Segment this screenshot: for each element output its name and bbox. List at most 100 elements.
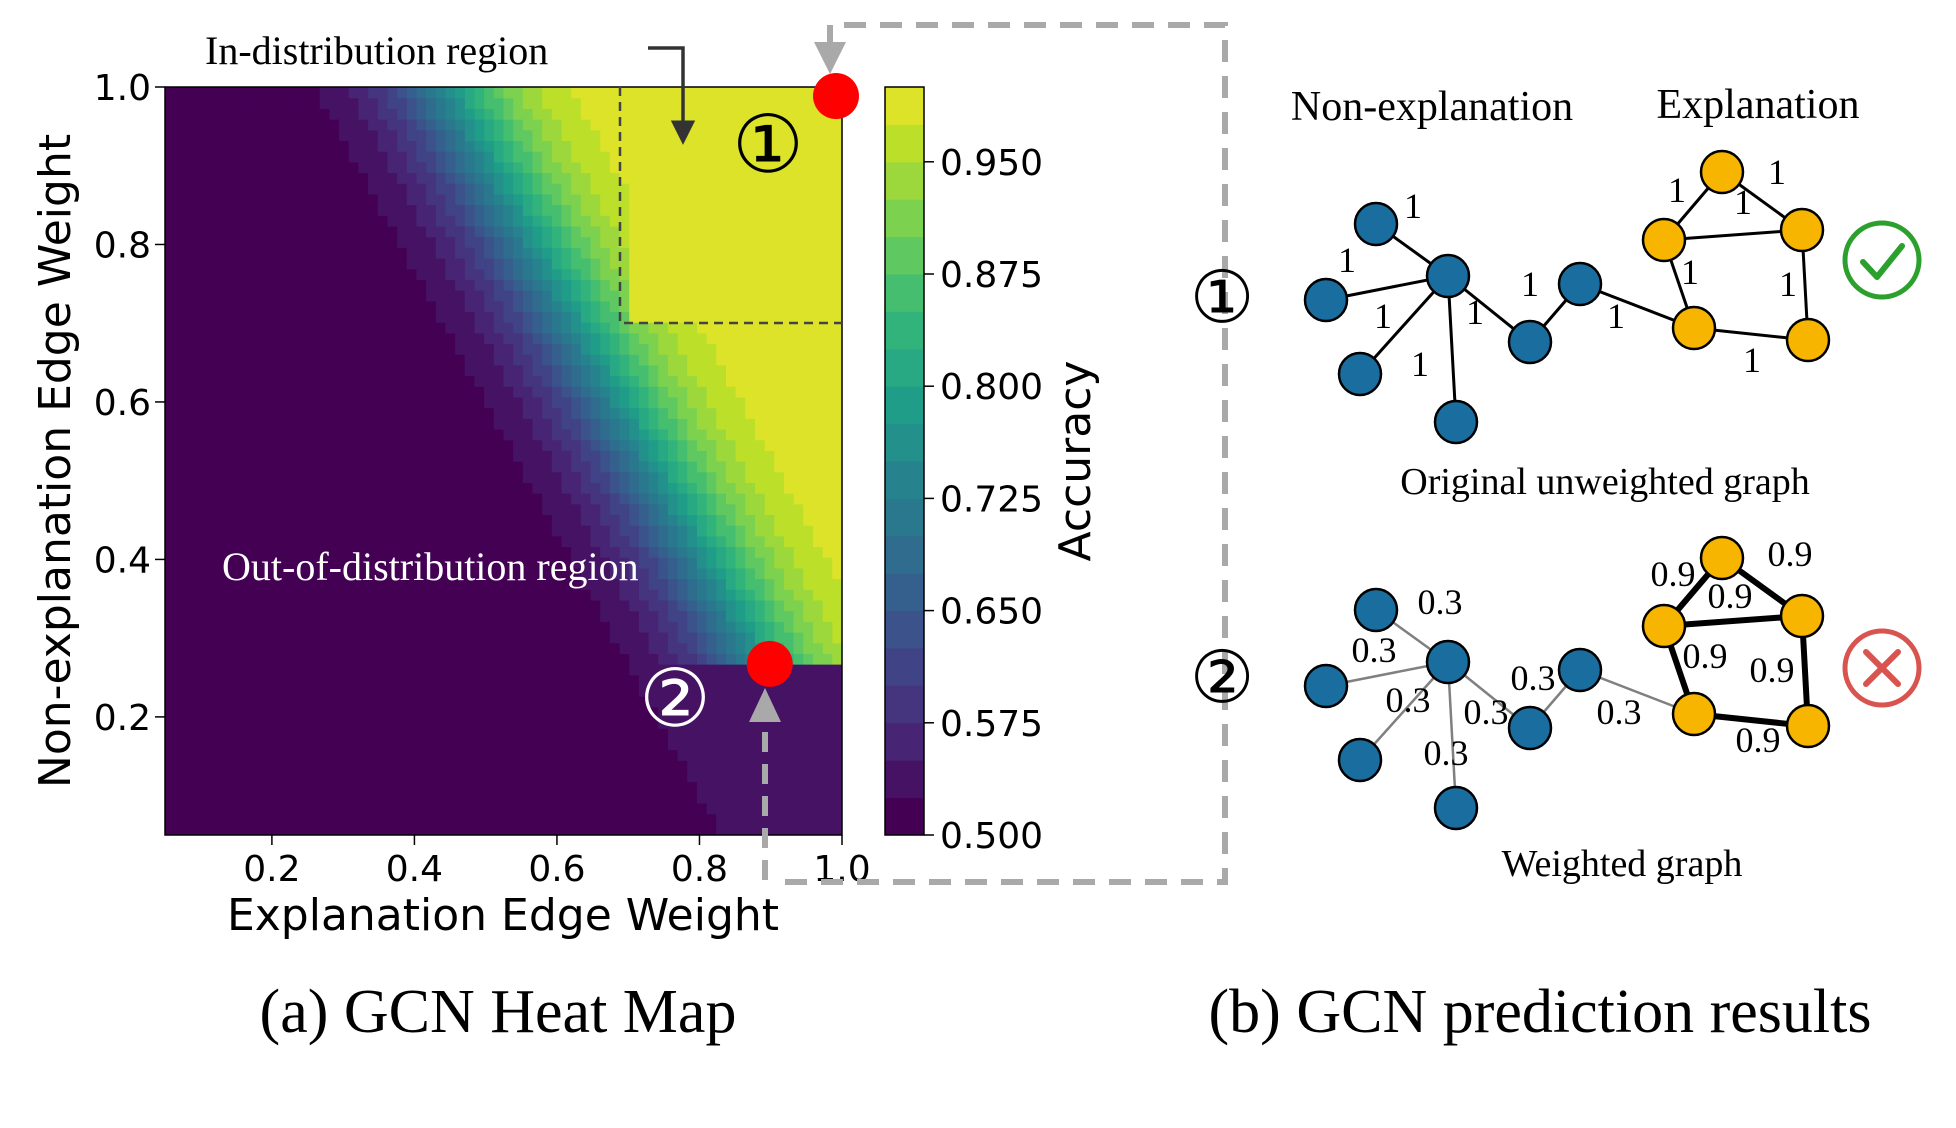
heatmap-cell — [213, 428, 224, 441]
heatmap-cell — [783, 97, 795, 109]
heatmap-cell — [310, 129, 321, 142]
heatmap-cell — [184, 375, 195, 387]
heatmap-cell — [725, 493, 737, 505]
heatmap-cell — [580, 87, 592, 99]
heatmap-cell — [629, 824, 640, 835]
heatmap-cell — [484, 161, 495, 174]
heatmap-cell — [619, 471, 630, 483]
heatmap-cell — [377, 653, 389, 665]
y-tick-label: 0.4 — [94, 540, 151, 581]
heatmap-cell — [735, 471, 746, 483]
heatmap-cell — [406, 247, 418, 259]
heatmap-cell — [232, 386, 243, 398]
heatmap-cell — [648, 760, 659, 772]
heatmap-cell — [261, 642, 272, 654]
heatmap-cell — [184, 653, 195, 665]
heatmap-cell — [764, 396, 775, 409]
heatmap-cell — [435, 706, 447, 719]
heatmap-cell — [445, 685, 456, 697]
heatmap-cell — [165, 204, 176, 216]
heatmap-cell — [252, 514, 263, 526]
heatmap-cell — [310, 386, 321, 398]
heatmap-cell — [387, 525, 398, 537]
heatmap-cell — [580, 653, 592, 665]
heatmap-cell — [571, 161, 582, 174]
heatmap-cell — [687, 493, 698, 505]
heatmap-cell — [242, 696, 253, 708]
heatmap-cell — [203, 151, 214, 163]
heatmap-cell — [793, 236, 804, 248]
heatmap-cell — [522, 493, 534, 505]
heatmap-cell — [745, 364, 756, 377]
heatmap-cell — [464, 386, 476, 398]
heatmap-cell — [165, 578, 176, 590]
heatmap-cell — [600, 97, 611, 109]
heatmap-cell — [658, 364, 669, 377]
heatmap-cell — [445, 407, 456, 419]
heatmap-cell — [397, 557, 408, 569]
heatmap-cell — [600, 461, 611, 473]
heatmap-cell — [745, 493, 756, 505]
heatmap-cell — [667, 461, 679, 473]
heatmap-cell — [764, 525, 775, 537]
heatmap-cell — [203, 172, 214, 184]
heatmap-cell — [242, 354, 253, 366]
heatmap-cell — [174, 706, 185, 719]
heatmap-cell — [252, 717, 263, 729]
heatmap-cell — [203, 439, 214, 451]
heatmap-cell — [735, 257, 746, 270]
heatmap-cell — [261, 706, 272, 719]
heatmap-cell — [503, 770, 514, 783]
heatmap-cell — [822, 279, 833, 291]
heatmap-cell — [281, 204, 292, 216]
heatmap-cell — [310, 621, 321, 633]
heatmap-cell — [590, 247, 601, 259]
heatmap-cell — [493, 706, 505, 719]
heatmap-cell — [600, 567, 611, 580]
heatmap-cell — [406, 204, 418, 216]
heatmap-cell — [696, 813, 708, 825]
heatmap-cell — [484, 813, 495, 825]
heatmap-cell — [667, 749, 679, 761]
heatmap-cell — [745, 386, 756, 398]
heatmap-cell — [484, 386, 495, 398]
heatmap-cell — [223, 482, 234, 494]
heatmap-cell — [532, 525, 543, 537]
heatmap-cell — [329, 589, 340, 601]
heatmap-cell — [590, 824, 601, 835]
heatmap-cell — [455, 557, 466, 569]
heatmap-cell — [165, 354, 176, 366]
heatmap-cell — [832, 343, 842, 355]
heatmap-cell — [725, 183, 737, 195]
heatmap-cell — [406, 696, 418, 708]
heatmap-cell — [464, 119, 476, 131]
heatmap-cell — [165, 525, 176, 537]
heatmap-cell — [271, 354, 282, 366]
heatmap-cell — [213, 621, 224, 633]
heatmap-cell — [600, 610, 611, 622]
heatmap-cell — [580, 450, 592, 462]
heatmap-cell — [213, 161, 224, 174]
heatmap-cell — [513, 728, 524, 740]
heatmap-cell — [252, 129, 263, 142]
heatmap-cell — [339, 332, 350, 345]
heatmap-cell — [271, 749, 282, 761]
heatmap-cell — [445, 290, 456, 302]
heatmap-cell — [329, 514, 340, 526]
heatmap-cell — [832, 439, 842, 451]
heatmap-cell — [339, 407, 350, 419]
heatmap-cell — [435, 407, 447, 419]
heatmap-cell — [474, 717, 485, 729]
heatmap-cell — [416, 204, 427, 216]
heatmap-cell — [745, 204, 756, 216]
heatmap-cell — [348, 215, 360, 227]
heatmap-cell — [513, 493, 524, 505]
heatmap-cell — [203, 215, 214, 227]
heatmap-cell — [445, 236, 456, 248]
heatmap-cell — [706, 87, 717, 99]
heatmap-cell — [822, 557, 833, 569]
heatmap-cell — [387, 450, 398, 462]
heatmap-cell — [455, 119, 466, 131]
heatmap-cell — [667, 535, 679, 548]
heatmap-cell — [638, 225, 650, 238]
